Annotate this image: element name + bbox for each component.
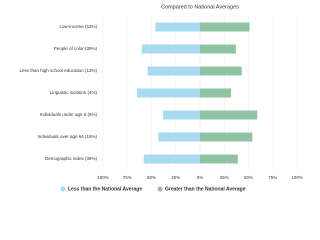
bar: [200, 44, 236, 54]
bar: [155, 22, 200, 32]
x-tick-label: 25%: [171, 175, 180, 180]
bar: [200, 66, 242, 76]
legend-swatch: [60, 186, 66, 192]
legend-label: Greater than the National Average: [165, 186, 246, 192]
bar: [147, 66, 200, 76]
x-tick-label: 100%: [97, 175, 109, 180]
x-tick-label: 75%: [268, 175, 277, 180]
y-tick-label: Individuals over age 64 (15%): [37, 134, 97, 139]
y-tick-label: People of color (39%): [54, 46, 98, 51]
bar: [200, 110, 258, 120]
legend-swatch: [157, 186, 163, 192]
y-tick-label: Individuals under age 5 (6%): [40, 112, 98, 117]
bar: [200, 154, 238, 164]
y-tick-label: Low-income (53%): [59, 24, 97, 29]
chart: Compared to National Averages 100% 75% 50%…: [19, 4, 303, 192]
y-tick-label: Less than high school education (13%): [19, 68, 97, 73]
chart-title: Compared to National Averages: [161, 4, 239, 10]
bar: [163, 110, 200, 120]
bar: [200, 88, 232, 98]
bar: [136, 88, 200, 98]
legend-label: Less than the National Average: [68, 186, 142, 192]
y-tick-label: Linguistic isolation (4%): [50, 90, 98, 95]
x-tick-label: 100%: [291, 175, 303, 180]
x-tick-label: 75%: [123, 175, 132, 180]
bar: [200, 132, 253, 142]
x-tick-label: 0%: [197, 175, 204, 180]
bar: [158, 132, 200, 142]
x-tick-label: 50%: [244, 175, 253, 180]
x-tick-label: 25%: [220, 175, 229, 180]
bar: [143, 154, 200, 164]
bar: [141, 44, 200, 54]
bar: [200, 22, 250, 32]
y-tick-label: Demographic index (36%): [45, 156, 98, 161]
x-tick-label: 50%: [147, 175, 156, 180]
